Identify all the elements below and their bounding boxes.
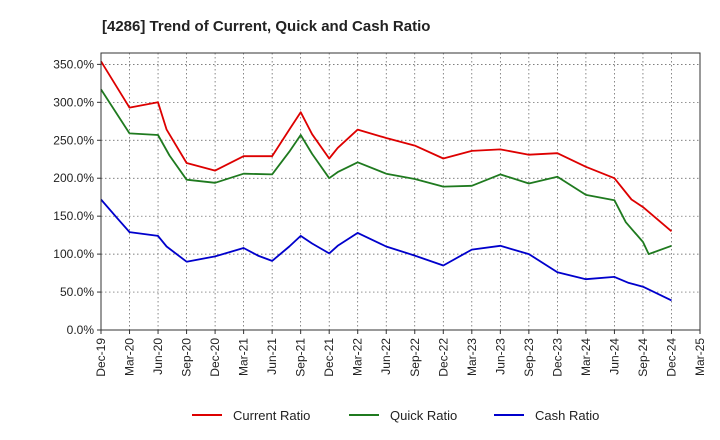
x-tick-label: Mar-22	[351, 338, 365, 376]
legend: Current Ratio Quick Ratio Cash Ratio	[192, 408, 599, 423]
chart-title: [4286] Trend of Current, Quick and Cash …	[102, 18, 430, 35]
x-tick-label: Dec-24	[664, 338, 678, 377]
y-tick-label: 200.0%	[53, 171, 94, 185]
plot-frame	[100, 52, 701, 331]
axis-layer: 0.0% 50.0% 100.0% 150.0% 200.0% 250.0% 300.0% 3…	[53, 57, 707, 376]
x-tick-label: Jun-20	[151, 338, 165, 375]
x-tick-label: Jun-24	[607, 338, 621, 375]
grid-layer	[101, 53, 700, 330]
y-tick-label: 350.0%	[53, 57, 94, 71]
cash-ratio-legend-label: Cash Ratio	[535, 408, 599, 423]
x-tick-label: Dec-19	[94, 338, 108, 377]
cash-ratio-line	[100, 198, 672, 302]
quick-ratio-legend-label: Quick Ratio	[390, 408, 457, 423]
y-tick-label: 300.0%	[53, 95, 94, 109]
x-tick-label: Sep-20	[180, 338, 194, 377]
x-tick-label: Mar-24	[579, 338, 593, 376]
x-tick-label: Jun-22	[379, 338, 393, 375]
current-ratio-line	[100, 60, 673, 232]
x-tick-label: Dec-21	[322, 338, 336, 377]
y-tick-label: 250.0%	[53, 133, 94, 147]
y-tick-label: 0.0%	[67, 323, 95, 337]
x-tick-label: Sep-22	[408, 338, 422, 377]
x-tick-label: Sep-23	[522, 338, 536, 377]
x-tick-label: Dec-23	[550, 338, 564, 377]
x-tick-label: Sep-21	[294, 338, 308, 377]
y-tick-label: 150.0%	[53, 209, 94, 223]
series-layer	[100, 60, 673, 302]
x-tick-label: Mar-23	[465, 338, 479, 376]
x-tick-label: Mar-20	[123, 338, 137, 376]
x-tick-label: Jun-23	[493, 338, 507, 375]
x-tick-label: Jun-21	[265, 338, 279, 375]
x-tick-label: Sep-24	[636, 338, 650, 377]
x-tick-label: Mar-21	[237, 338, 251, 376]
quick-ratio-line	[100, 88, 672, 256]
current-ratio-legend-label: Current Ratio	[233, 408, 310, 423]
x-tick-label: Mar-25	[693, 338, 707, 376]
x-tick-label: Dec-22	[436, 338, 450, 377]
x-tick-label: Dec-20	[208, 338, 222, 377]
y-tick-label: 50.0%	[60, 285, 94, 299]
y-tick-label: 100.0%	[53, 247, 94, 261]
